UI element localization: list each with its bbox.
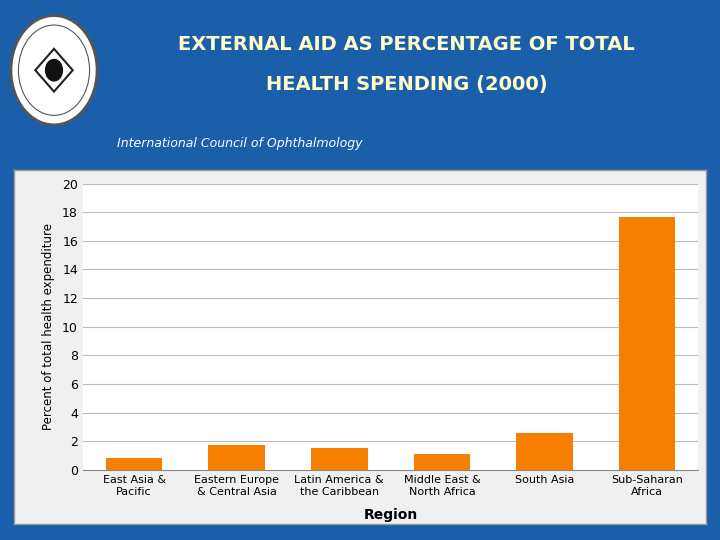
Bar [516, 433, 572, 470]
X-axis label: Region: Region [364, 508, 418, 522]
Text: HEALTH SPENDING (2000): HEALTH SPENDING (2000) [266, 75, 548, 94]
Y-axis label: Percent of total health expenditure: Percent of total health expenditure [42, 223, 55, 430]
Bar [619, 217, 675, 470]
Bar [209, 446, 265, 470]
Text: EXTERNAL AID AS PERCENTAGE OF TOTAL: EXTERNAL AID AS PERCENTAGE OF TOTAL [179, 35, 635, 53]
Bar [414, 454, 470, 470]
Text: International Council of Ophthalmology: International Council of Ophthalmology [117, 137, 362, 150]
Bar [311, 448, 367, 470]
Circle shape [45, 59, 63, 81]
Circle shape [11, 16, 97, 125]
Bar [106, 458, 162, 470]
